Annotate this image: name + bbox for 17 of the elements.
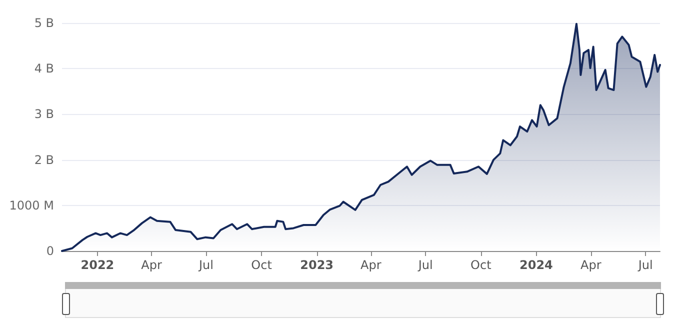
x-tick-label: 2024 <box>519 258 553 272</box>
x-tick-label: Jul <box>637 258 653 272</box>
x-tick-label: 2022 <box>80 258 114 272</box>
y-tick-label: 3 B <box>34 107 54 122</box>
y-tick-label: 1000 M <box>9 198 54 212</box>
x-tick-label: Apr <box>360 258 382 272</box>
x-tick-label: Apr <box>141 258 162 272</box>
x-tick-label: Oct <box>470 258 492 272</box>
x-tick-label: 2023 <box>300 258 334 272</box>
y-tick-label: 2 B <box>34 152 54 167</box>
x-tick-label: Apr <box>580 258 602 272</box>
x-tick-label: Jul <box>417 258 433 272</box>
y-tick-label: 5 B <box>34 16 54 30</box>
y-tick-label: 0 <box>46 244 54 258</box>
y-tick-label: 4 B <box>34 62 54 76</box>
x-tick-label: Jul <box>198 258 214 272</box>
x-tick-label: Oct <box>251 258 272 272</box>
